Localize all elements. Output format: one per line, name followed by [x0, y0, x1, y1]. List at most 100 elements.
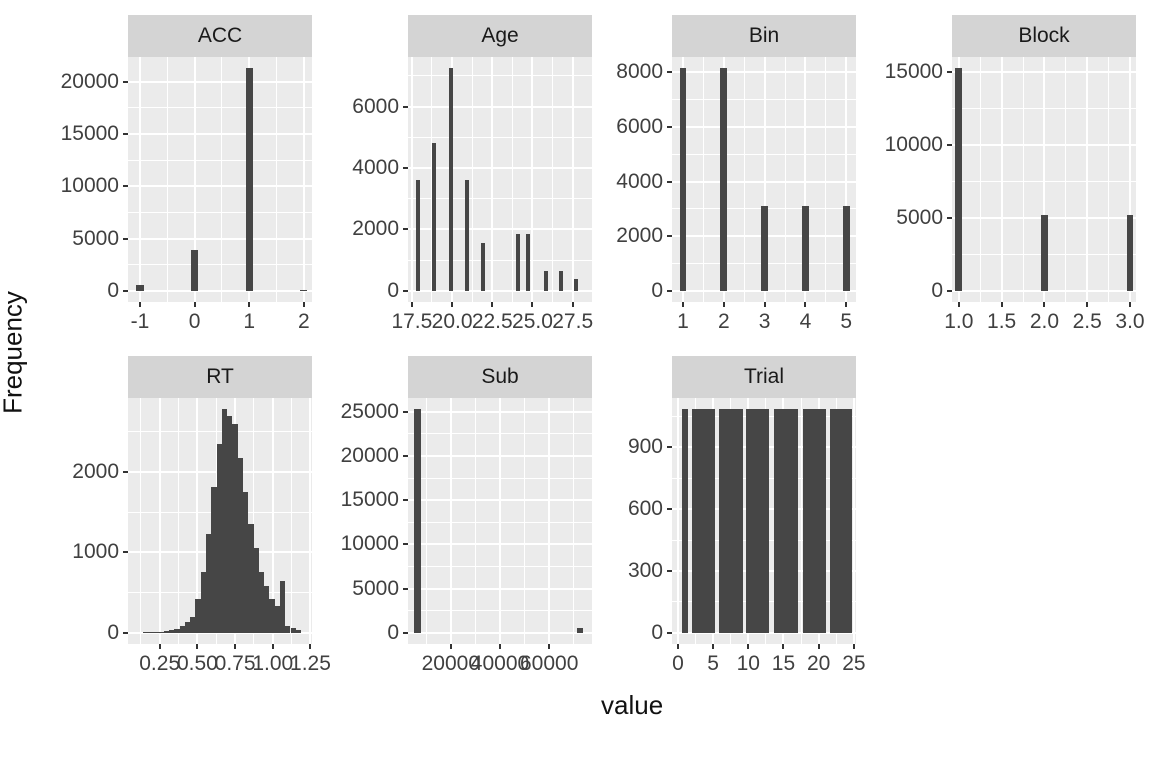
y-axis-title: Frequency — [0, 291, 28, 414]
histogram-bar — [274, 606, 280, 633]
y-tick-mark — [667, 631, 672, 634]
y-tick-mark — [403, 166, 408, 169]
minor-gridline-x — [784, 57, 786, 302]
minor-gridline-x — [221, 57, 223, 302]
y-tick-label: 0 — [651, 278, 663, 302]
histogram-bar — [136, 284, 144, 291]
major-gridline-y — [408, 105, 592, 108]
y-tick-label: 10000 — [60, 174, 119, 198]
x-tick-mark — [1086, 302, 1089, 307]
x-tick-label: 10 — [736, 652, 760, 675]
histogram-bar — [163, 631, 170, 633]
y-tick-mark — [123, 470, 128, 473]
x-tick-label: 2 — [717, 310, 730, 333]
histogram-bar — [801, 206, 809, 291]
major-gridline-x — [1043, 57, 1046, 302]
panel-acc: ACC -1 0 1 2 0 5000 10000 15000 20000 — [61, 15, 312, 333]
major-gridline-x — [531, 57, 534, 302]
y-tick-mark — [667, 570, 672, 572]
x-tick-label: 0 — [188, 310, 201, 333]
histogram-bar — [253, 547, 259, 633]
x-tick-label: 1.0 — [944, 310, 974, 333]
x-tick-label: 17.5 — [391, 310, 433, 333]
x-tick-mark — [957, 302, 960, 307]
x-tick-mark — [682, 302, 684, 307]
x-tick-mark — [852, 644, 855, 649]
y-tick-label: 6000 — [352, 94, 399, 118]
x-axis-title: value — [601, 690, 664, 720]
x-tick-label: 0.50 — [176, 652, 218, 675]
x-tick-label: 15 — [771, 652, 796, 675]
x-tick-mark — [271, 644, 274, 649]
minor-gridline-x — [471, 57, 473, 302]
histogram-bar — [200, 572, 207, 633]
plot-area-trial — [672, 398, 856, 644]
x-tick-mark — [804, 302, 807, 307]
plot-area-sub — [408, 398, 592, 644]
major-gridline-x — [1000, 57, 1003, 302]
minor-gridline-y — [128, 159, 312, 161]
histogram-bar — [559, 270, 564, 291]
facet-strip-label: Bin — [672, 15, 856, 57]
major-gridline-x — [309, 398, 312, 644]
histogram-bar — [221, 409, 228, 633]
major-gridline-y — [128, 631, 312, 634]
major-gridline-x — [1086, 57, 1089, 302]
histogram-bar — [679, 68, 687, 291]
x-tick-label: 60000 — [519, 652, 579, 675]
y-tick-mark — [123, 551, 128, 554]
histogram-bar — [195, 599, 201, 633]
histogram-bar — [720, 68, 728, 291]
major-gridline-x — [302, 57, 305, 302]
minor-gridline-x — [276, 57, 277, 302]
major-gridline-x — [676, 398, 679, 644]
y-tick-mark — [947, 143, 952, 146]
x-tick-label: 2 — [297, 310, 310, 333]
x-tick-mark — [234, 644, 237, 649]
major-gridline-y — [128, 80, 312, 83]
y-tick-mark — [403, 455, 408, 458]
minor-gridline-x — [524, 398, 526, 644]
x-tick-mark — [782, 644, 785, 649]
major-gridline-x — [158, 398, 161, 644]
y-tick-label: 0 — [387, 278, 399, 302]
x-tick-label: 5 — [840, 310, 853, 333]
major-gridline-x — [499, 398, 501, 644]
minor-gridline-x — [511, 57, 513, 302]
x-tick-mark — [499, 644, 501, 649]
major-gridline-x — [193, 57, 196, 302]
histogram-bar — [481, 243, 486, 291]
x-tick-mark — [139, 302, 141, 307]
histogram-bar — [295, 629, 302, 633]
minor-gridline-y — [128, 431, 312, 433]
minor-gridline-x — [291, 398, 293, 644]
major-gridline-x — [139, 57, 141, 302]
x-tick-label: 20.0 — [431, 310, 473, 333]
x-tick-mark — [712, 644, 715, 649]
y-tick-mark — [403, 289, 408, 292]
histogram-bar — [169, 630, 175, 633]
major-gridline-x — [804, 57, 807, 302]
plot-area-rt — [128, 398, 312, 644]
y-tick-label: 15000 — [60, 122, 119, 145]
minor-gridline-x — [425, 398, 427, 644]
histogram-bar — [285, 625, 291, 633]
x-tick-mark — [451, 302, 454, 307]
y-tick-mark — [403, 587, 408, 590]
y-tick-mark — [123, 237, 128, 240]
x-tick-mark — [1000, 302, 1003, 307]
major-gridline-x — [571, 57, 574, 302]
y-tick-label: 2000 — [616, 224, 663, 248]
y-tick-label: 0 — [107, 620, 119, 644]
x-tick-label: 22.5 — [471, 310, 513, 333]
histogram-bar — [191, 250, 199, 291]
major-gridline-x — [548, 398, 551, 644]
x-tick-mark — [817, 644, 820, 649]
x-tick-label: 1 — [243, 310, 256, 333]
x-tick-label: 1.00 — [252, 652, 294, 675]
histogram-bar — [576, 627, 584, 633]
x-tick-label: 20000 — [421, 652, 481, 675]
facet-strip-label: Sub — [408, 356, 592, 398]
x-tick-label: 4 — [799, 310, 812, 333]
y-tick-label: 0 — [651, 620, 663, 644]
